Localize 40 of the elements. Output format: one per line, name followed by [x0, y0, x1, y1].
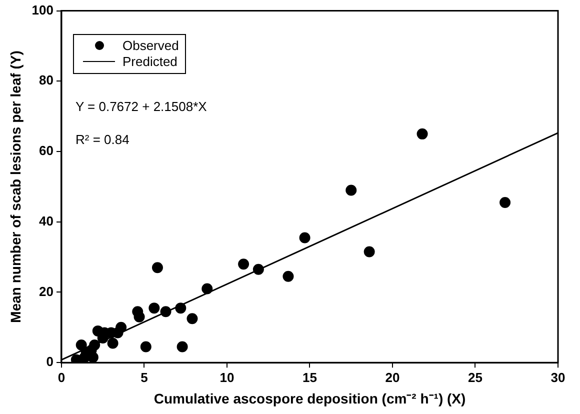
point [364, 246, 375, 258]
x-tick-label: 15 [302, 370, 317, 385]
legend-label: Predicted [122, 54, 178, 70]
x-tick-label: 25 [468, 370, 482, 385]
legend-label: Observed [122, 38, 179, 54]
y-tick-label: 80 [39, 72, 54, 88]
point [175, 302, 186, 314]
annotation: Y = 0.7672 + 2.1508*X [75, 98, 207, 114]
point [160, 306, 172, 318]
point [202, 283, 213, 294]
point [346, 184, 357, 196]
point [299, 232, 310, 244]
x-tick-label: 30 [550, 370, 566, 385]
y-tick-label: 40 [39, 213, 54, 228]
y-axis-title: Mean number of scab lesions per leaf (Y) [7, 50, 24, 323]
y-tick-label: 20 [39, 284, 54, 299]
x-tick-label: 10 [220, 370, 234, 385]
point [252, 264, 264, 275]
point [116, 322, 127, 333]
point [176, 341, 188, 352]
point [134, 311, 145, 322]
x-tick-label: 0 [58, 370, 66, 385]
point [282, 270, 294, 282]
point [107, 338, 118, 349]
x-tick-label: 20 [385, 370, 400, 385]
annotation: R² = 0.84 [75, 132, 130, 147]
point [89, 340, 100, 351]
point [148, 302, 160, 314]
point [152, 262, 163, 274]
y-tick-label: 0 [46, 354, 54, 370]
x-axis-title: Cumulative ascospore deposition (cm⁻² h⁻¹) (X) [154, 390, 466, 406]
point [416, 128, 428, 140]
y-tick-label: 60 [39, 143, 54, 158]
x-tick-label: 5 [140, 370, 148, 385]
point [500, 197, 511, 208]
point [238, 258, 250, 270]
point [87, 352, 98, 363]
y-tick-label: 100 [32, 2, 54, 18]
point [140, 341, 152, 352]
point [186, 313, 198, 324]
